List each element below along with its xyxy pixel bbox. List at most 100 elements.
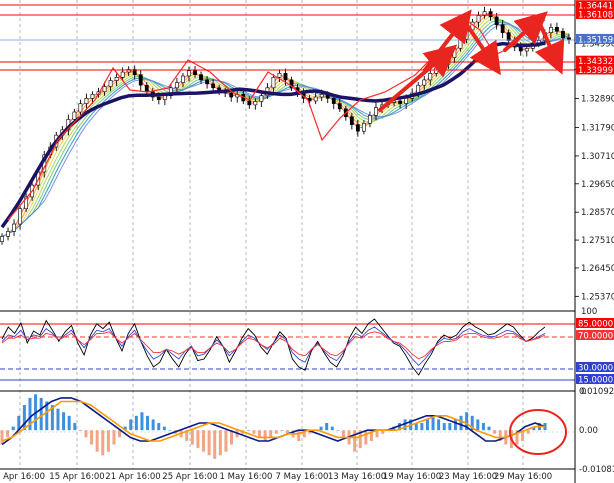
candle-body	[247, 100, 252, 106]
candle-body	[211, 83, 216, 89]
macd-bar	[493, 430, 497, 434]
candle-body	[362, 123, 366, 132]
macd-bar	[140, 412, 144, 431]
price-tag[interactable]: 1.34332	[576, 55, 614, 68]
macd-bar	[106, 430, 110, 452]
macd-tick-label: 0.00	[579, 426, 598, 436]
macd-bar	[22, 405, 26, 431]
macd-bar	[73, 423, 77, 431]
macd-bar	[364, 430, 368, 445]
candle-body	[156, 96, 161, 100]
macd-bar	[230, 430, 234, 445]
candle-body	[555, 27, 559, 32]
macd-bar	[207, 430, 211, 456]
price-tag[interactable]: 1.36108	[576, 8, 614, 20]
macd-bar	[274, 430, 278, 434]
macd-bar	[515, 430, 519, 445]
candle-body	[482, 11, 487, 16]
candle-body	[524, 48, 529, 52]
macd-bar	[185, 430, 189, 441]
red-trend-arrows	[378, 9, 565, 112]
macd-bar	[353, 430, 357, 452]
price-panel[interactable]	[0, 0, 575, 469]
price-tick-label: 1.25370	[581, 292, 614, 302]
candle-body	[72, 111, 77, 120]
macd-bar	[56, 408, 60, 431]
price-tag[interactable]: 1.36441	[576, 0, 614, 12]
candle-body	[349, 116, 354, 125]
macd-bar	[431, 415, 435, 431]
price-tick-label: 1.26450	[581, 264, 614, 274]
macd-bar	[28, 397, 32, 431]
candle-body	[193, 70, 197, 75]
macd-panel[interactable]	[0, 394, 575, 459]
macd-bar	[84, 430, 88, 438]
macd-bar	[134, 415, 138, 431]
oscillator-level-lines	[0, 323, 575, 381]
candle-body	[24, 196, 29, 210]
uptrend-arrow-3	[503, 11, 548, 52]
candle-body	[181, 75, 185, 83]
oscillator-tick-label: 0	[581, 387, 586, 397]
candle-body	[12, 223, 16, 232]
thick-moving-average-line	[0, 41, 546, 229]
oscillator-panel[interactable]	[0, 318, 575, 381]
candle-body	[506, 32, 511, 41]
macd-bar	[319, 426, 323, 431]
candle-body	[289, 79, 294, 89]
price-tag[interactable]: 1.33999	[576, 64, 614, 76]
macd-bar	[459, 415, 463, 431]
candle-body	[398, 100, 403, 104]
candle-body	[458, 38, 463, 49]
candle-body	[6, 231, 10, 237]
price-tag[interactable]: 1.35159	[576, 33, 614, 46]
macd-bar	[330, 426, 334, 431]
macd-bar	[90, 430, 94, 445]
macd-bar	[78, 430, 82, 431]
macd-bar	[448, 423, 452, 431]
price-tag-box	[576, 33, 614, 44]
macd-bar	[112, 430, 116, 445]
macd-bar	[341, 430, 345, 438]
macd-line	[1, 397, 546, 446]
candle-body	[229, 92, 234, 98]
macd-bar	[218, 430, 222, 456]
macd-bar	[118, 430, 122, 438]
macd-bar	[420, 423, 424, 431]
macd-bar	[498, 430, 502, 441]
oscillator-level-label: 85.0000	[578, 320, 613, 330]
candle-body	[84, 98, 89, 104]
macd-bar	[297, 430, 301, 441]
candle-body	[337, 103, 342, 110]
candle-body	[0, 236, 4, 242]
macd-bar	[263, 430, 267, 441]
macd-bar	[123, 426, 127, 431]
highlight-circle	[509, 409, 567, 455]
candle-body	[446, 57, 451, 65]
macd-line	[1, 400, 545, 442]
macd-bar	[146, 415, 150, 431]
candle-body	[199, 74, 203, 81]
macd-bar	[11, 426, 15, 431]
candle-body	[368, 115, 372, 124]
macd-axis-labels: 0.0109268 0.00 -0.0108178	[579, 387, 614, 475]
oscillator-level-label: 15.0000	[578, 376, 613, 386]
macd-bar	[336, 430, 340, 431]
candle-body	[374, 107, 378, 116]
price-axis-labels: 1.349901.339901.328901.317901.307101.296…	[575, 39, 614, 302]
oscillator-line	[1, 326, 546, 367]
macd-bar	[190, 430, 194, 445]
candle-body	[90, 94, 95, 99]
uptrend-arrow-2	[423, 9, 472, 72]
macd-bar	[476, 419, 480, 431]
downtrend-arrow-2	[534, 22, 565, 75]
price-tick-label: 1.34990	[581, 39, 614, 49]
candle-body	[132, 69, 137, 75]
macd-bar	[17, 415, 21, 431]
macd-bar	[196, 430, 200, 449]
price-tag-label: 1.36108	[578, 10, 613, 20]
